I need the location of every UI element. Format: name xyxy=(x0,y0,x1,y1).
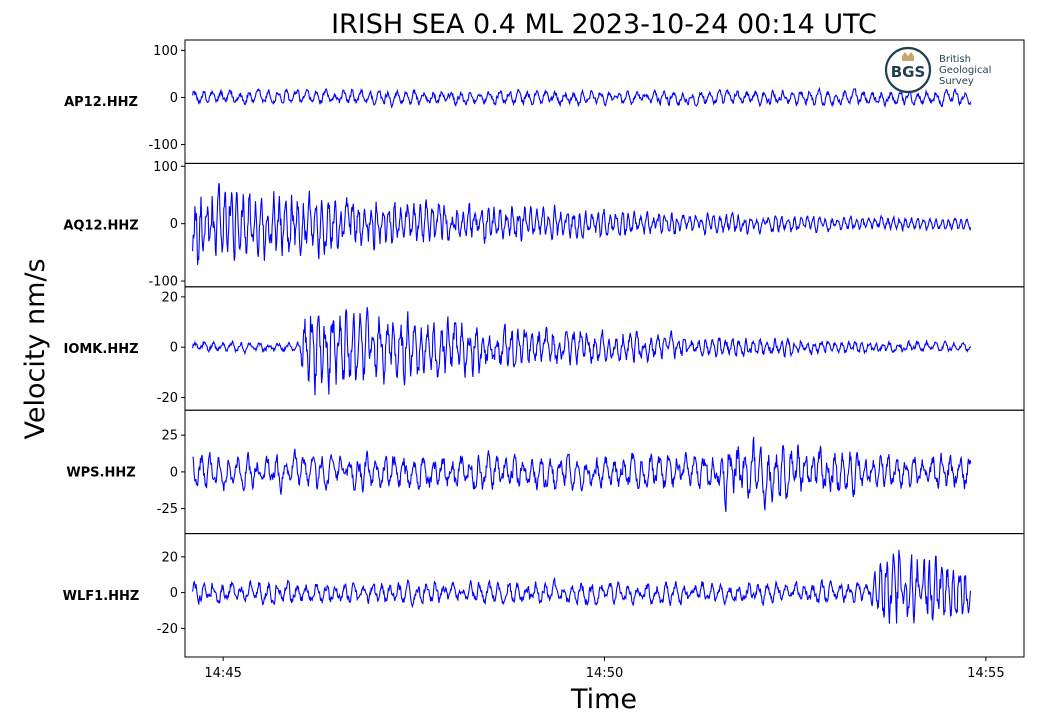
y-tick-label: 100 xyxy=(153,160,178,175)
x-tick-label: 14:45 xyxy=(204,666,241,681)
panel-iomk-hhz: 20 0 -20 IOMK.HHZ xyxy=(63,286,1025,411)
y-tick-label: 0 xyxy=(170,91,178,106)
chart-title: IRISH SEA 0.4 ML 2023-10-24 00:14 UTC xyxy=(331,9,877,40)
y-tick-label: 20 xyxy=(161,290,178,305)
waveform-trace xyxy=(192,86,972,109)
y-tick-label: -100 xyxy=(148,275,178,290)
y-tick-label: 0 xyxy=(170,465,178,480)
panel-wps-hhz: 25 0 -25 WPS.HHZ xyxy=(66,409,1025,535)
logo-bgs-text: BGS xyxy=(891,63,926,81)
x-tick-label: 14:55 xyxy=(967,666,1004,681)
station-label: IOMK.HHZ xyxy=(63,342,138,357)
y-tick-label: 100 xyxy=(153,44,178,59)
panel-aq12-hhz: 100 0 -100 AQ12.HHZ xyxy=(63,160,1025,290)
x-tick-label: 14:50 xyxy=(586,666,623,681)
y-tick-label: 0 xyxy=(170,217,178,232)
station-label: WPS.HHZ xyxy=(66,465,135,480)
station-label: AQ12.HHZ xyxy=(63,219,138,234)
waveform-trace xyxy=(192,307,972,396)
y-tick-label: -25 xyxy=(157,502,178,517)
station-label: WLF1.HHZ xyxy=(63,589,140,604)
panel-wlf1-hhz: 20 0 -20 WLF1.HHZ xyxy=(63,533,1025,658)
station-label: AP12.HHZ xyxy=(64,95,138,110)
waveform-trace xyxy=(192,549,972,624)
waveform-trace xyxy=(192,183,972,265)
y-tick-label: -100 xyxy=(148,138,178,153)
y-tick-label: 0 xyxy=(170,341,178,356)
y-tick-label: 20 xyxy=(161,550,178,565)
y-tick-label: 25 xyxy=(161,429,178,444)
y-tick-label: -20 xyxy=(157,622,178,637)
x-axis-label: Time xyxy=(570,684,637,715)
y-tick-label: 0 xyxy=(170,586,178,601)
bgs-logo: BGS British Geological Survey xyxy=(884,46,991,94)
panels-group: 100 0 -100 AP12.HHZ 100 0 -100 AQ12.HHZ 20 0 -20 IO… xyxy=(63,39,1025,658)
logo-line1: British xyxy=(939,54,971,65)
panel-ap12-hhz: 100 0 -100 AP12.HHZ xyxy=(64,39,1025,164)
panel-frame xyxy=(184,409,1025,535)
logo-line3: Survey xyxy=(939,76,974,87)
y-tick-label: -20 xyxy=(157,391,178,406)
logo-line2: Geological xyxy=(939,65,991,76)
x-axis: 14:4514:5014:5515:0015:0515:1015:1515:20… xyxy=(204,657,1005,681)
y-axis-label: Velocity nm/s xyxy=(20,258,51,439)
waveform-trace xyxy=(192,436,972,512)
